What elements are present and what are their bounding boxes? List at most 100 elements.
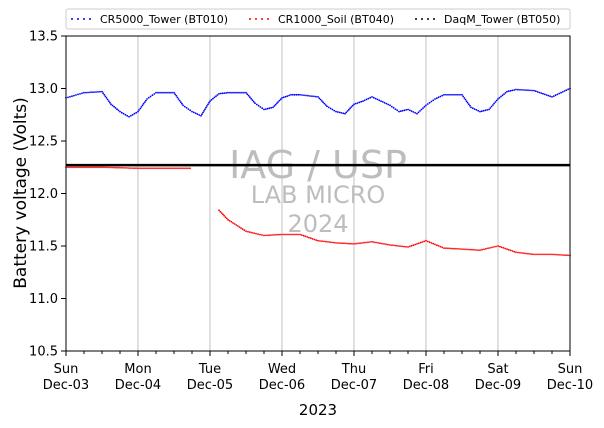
data-point [218,92,220,95]
y-tick-label: 12.0 [29,187,58,202]
data-point [347,242,349,245]
series-segment [254,102,264,110]
data-point [483,248,485,251]
data-point [443,247,445,250]
data-point [165,91,167,94]
data-point [124,113,127,116]
data-point [131,167,133,170]
series-segment [443,93,461,96]
data-point [189,167,191,170]
data-point [374,97,377,100]
data-point [121,166,123,169]
data-point [557,253,559,256]
data-point [297,233,299,236]
data-point [519,251,521,254]
series-segment [398,109,408,113]
data-point [311,95,313,98]
series-segment [407,240,426,248]
data-point [416,112,418,115]
data-point [201,113,203,116]
data-point [519,88,521,91]
data-point [410,110,413,113]
data-point [317,96,319,98]
data-point [138,109,141,111]
data-point [449,247,451,250]
data-point [291,93,294,96]
data-point [187,108,190,110]
data-point [147,167,149,170]
data-point [300,234,303,237]
data-point [473,108,476,110]
data-point [249,96,251,99]
data-point [430,100,433,103]
series-segment [479,109,489,113]
data-point [283,233,285,236]
data-point [447,247,449,250]
data-point [331,241,333,244]
data-point [359,242,361,245]
series-segment [200,101,210,117]
series-segment [416,105,426,115]
data-point [482,109,485,112]
data-point [143,167,145,170]
data-point [504,247,507,250]
series-segment [515,88,533,92]
data-point [69,95,71,98]
data-point [89,166,91,169]
data-point [487,247,489,250]
data-point [289,233,291,236]
data-point [109,166,111,169]
x-tick-label-day: Mon [124,362,151,377]
data-point [161,167,163,170]
data-point [551,253,553,256]
data-point [365,98,368,101]
series-segment [371,240,389,246]
data-point [463,248,465,251]
data-point [281,97,283,99]
data-point [99,90,101,93]
data-point [349,242,351,245]
data-point [85,91,87,94]
data-point [343,242,345,245]
data-point [290,93,292,96]
legend-item: CR5000_Tower (BT010) [71,13,228,26]
data-point [139,167,141,170]
data-point [559,254,561,256]
data-point [73,166,75,169]
series-segment [155,91,173,94]
legend-frame [65,8,571,30]
data-point [77,93,79,96]
data-point [319,98,322,101]
data-point [567,88,570,91]
data-point [153,167,155,170]
data-point [309,237,312,240]
data-point [174,93,177,96]
series-segment [326,105,336,112]
data-point [527,252,529,255]
data-point [441,246,444,249]
data-point [333,241,335,244]
x-tick-label-day: Tue [198,362,221,377]
data-point [277,101,279,103]
data-point [71,95,73,98]
data-point [274,103,277,106]
data-point [227,218,229,221]
data-point [155,91,157,94]
data-point [246,93,249,96]
data-point [329,107,332,110]
data-point [493,102,495,105]
data-point [87,91,89,94]
data-point [239,91,241,94]
series-segment [488,99,498,111]
data-point [259,106,262,108]
data-point [200,114,202,117]
data-point [513,89,516,91]
data-point [381,101,384,103]
data-point [552,95,555,97]
data-point [565,89,568,92]
data-point [284,95,287,98]
data-point [222,213,224,216]
data-point [545,94,548,96]
data-point [451,93,453,96]
data-point [216,94,219,96]
